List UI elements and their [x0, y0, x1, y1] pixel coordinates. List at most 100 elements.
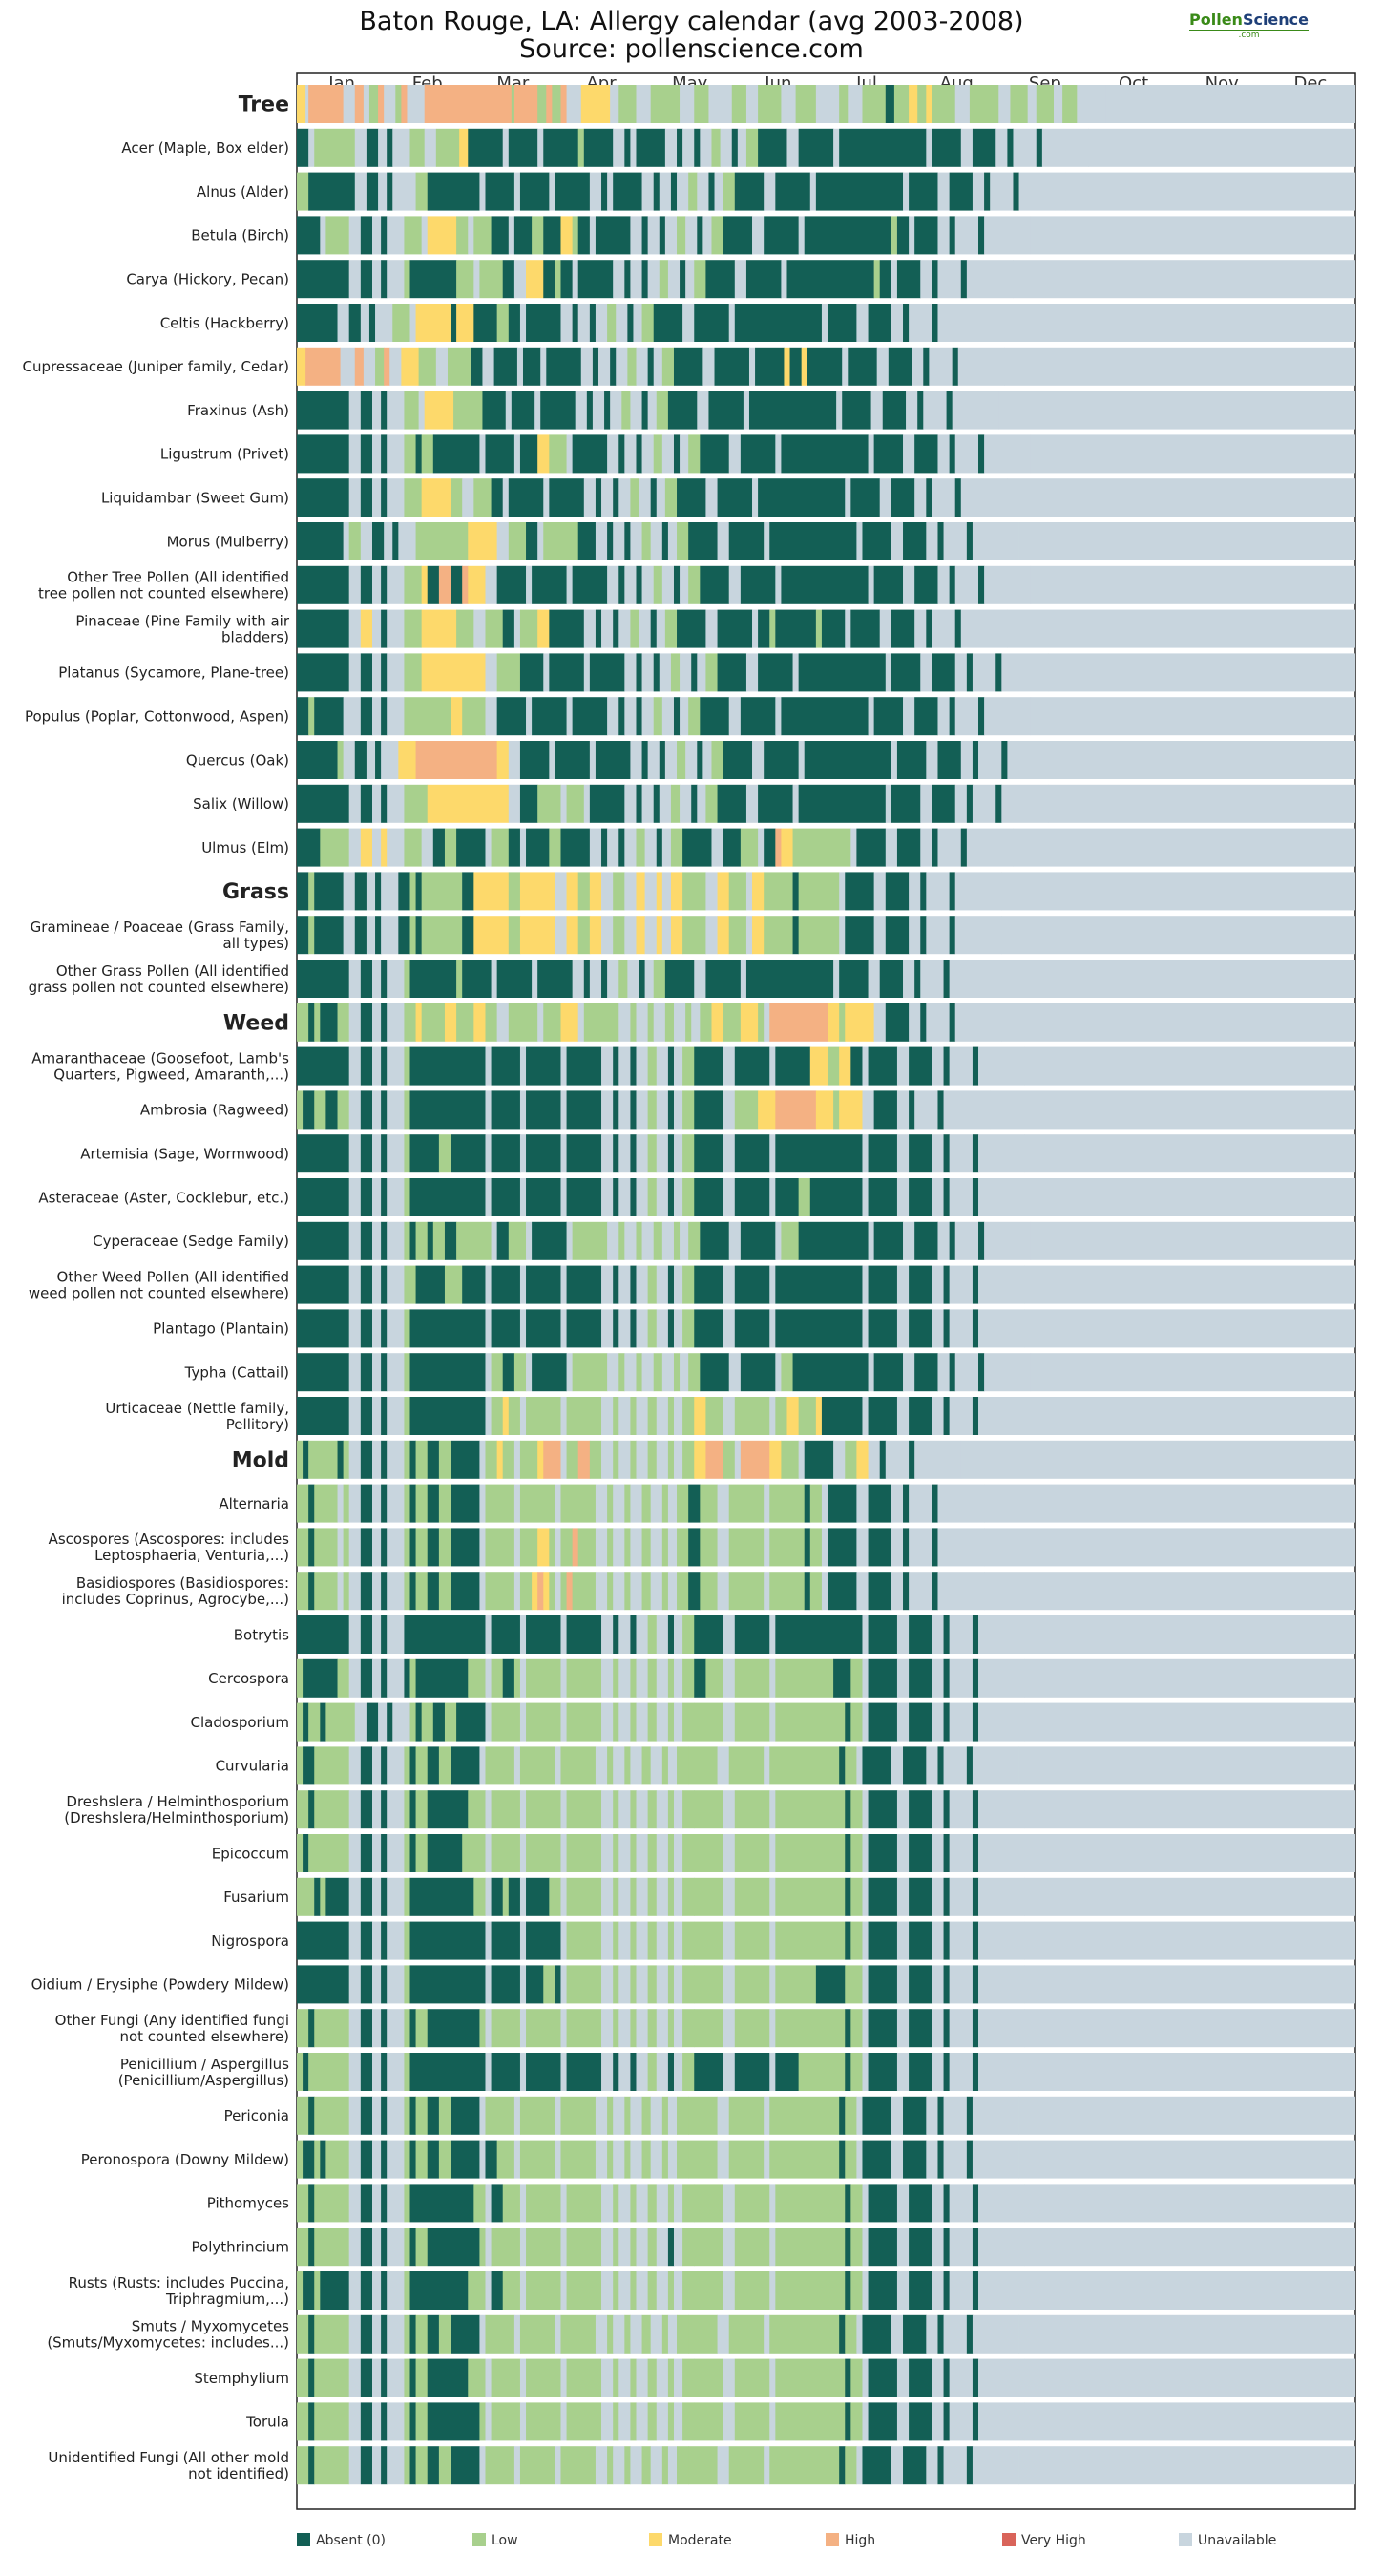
day-segment: [700, 1528, 718, 1567]
day-segment: [896, 1178, 910, 1216]
day-segment: [389, 347, 402, 386]
day-segment: [297, 1658, 304, 1698]
day-segment: [949, 1615, 974, 1654]
day-segment: [308, 2228, 315, 2267]
day-segment: [378, 128, 388, 167]
day-segment: [906, 391, 918, 430]
day-segment: [920, 653, 932, 692]
row-label: Ascospores (Ascospores: includes: [49, 1531, 290, 1548]
day-segment: [381, 1528, 388, 1567]
day-segment: [560, 1572, 567, 1611]
day-segment: [775, 1877, 846, 1916]
day-segment: [348, 304, 362, 342]
day-segment: [526, 1134, 561, 1173]
day-segment: [491, 2402, 521, 2441]
day-segment: [348, 2096, 362, 2135]
day-segment: [1004, 347, 1355, 386]
day-segment: [543, 653, 550, 692]
day-segment: [839, 2446, 846, 2485]
day-segment: [566, 1397, 602, 1435]
day-segment: [630, 1003, 637, 1042]
day-segment: [653, 565, 663, 604]
day-segment: [485, 2228, 492, 2267]
day-segment: [537, 522, 544, 560]
day-segment: [664, 478, 678, 517]
day-segment: [984, 434, 1032, 474]
day-segment: [650, 1746, 663, 1785]
day-segment: [769, 1965, 776, 2004]
day-segment: [577, 916, 591, 955]
day-segment: [297, 872, 309, 911]
day-segment: [409, 2402, 416, 2441]
day-segment: [613, 916, 625, 955]
row-label: (Dreshslera/Helminthosporium): [64, 1809, 289, 1826]
day-segment: [381, 2184, 388, 2223]
day-segment: [595, 2446, 608, 2485]
day-segment: [348, 478, 362, 517]
day-segment: [297, 1702, 304, 1742]
day-segment: [508, 304, 521, 342]
day-segment: [673, 1790, 683, 1829]
day-segment: [456, 260, 474, 299]
day-segment: [734, 1702, 770, 1742]
day-segment: [868, 1309, 898, 1348]
day-segment: [468, 522, 498, 560]
allergen-row: Platanus (Sycamore, Plane-tree): [58, 653, 1355, 692]
day-segment: [560, 260, 574, 299]
day-segment: [444, 1003, 457, 1042]
day-segment: [618, 1353, 625, 1392]
day-segment: [650, 1528, 663, 1567]
day-segment: [618, 2053, 631, 2091]
day-segment: [438, 2096, 451, 2135]
day-segment: [1041, 128, 1089, 167]
day-segment: [348, 2228, 362, 2267]
day-segment: [613, 2228, 619, 2267]
day-segment: [723, 828, 742, 867]
day-segment: [932, 1834, 944, 1872]
day-segment: [589, 216, 597, 255]
day-segment: [555, 1528, 561, 1567]
day-segment: [673, 1921, 683, 1960]
day-segment: [647, 1965, 658, 2004]
day-segment: [473, 2184, 486, 2223]
day-segment: [673, 1309, 683, 1348]
day-segment: [372, 1746, 382, 1785]
day-segment: [745, 916, 753, 955]
day-segment: [616, 304, 628, 342]
day-segment: [387, 2009, 405, 2048]
day-segment: [387, 1440, 405, 1479]
day-segment: [694, 260, 706, 299]
day-segment: [848, 347, 878, 386]
day-segment: [680, 784, 692, 823]
day-segment: [372, 697, 382, 736]
day-segment: [688, 697, 701, 736]
day-segment: [372, 2053, 382, 2091]
day-segment: [903, 2140, 927, 2179]
row-label: Basidiospores (Basidiospores:: [76, 1574, 289, 1592]
day-segment: [667, 1528, 678, 1567]
day-segment: [868, 1484, 892, 1523]
day-segment: [537, 128, 544, 167]
day-segment: [415, 1484, 429, 1523]
day-segment: [595, 1528, 608, 1567]
day-segment: [929, 347, 953, 386]
day-segment: [485, 1484, 515, 1523]
day-segment: [372, 1877, 382, 1916]
day-segment: [577, 1440, 591, 1479]
day-segment: [943, 1702, 951, 1742]
day-segment: [943, 2358, 951, 2397]
day-segment: [366, 128, 379, 167]
day-segment: [409, 2009, 416, 2048]
day-segment: [348, 960, 362, 998]
day-segment: [984, 1221, 1032, 1260]
day-segment: [1024, 1658, 1355, 1698]
day-segment: [381, 828, 388, 867]
day-segment: [705, 260, 736, 299]
day-segment: [758, 653, 793, 692]
day-segment: [949, 1658, 974, 1698]
day-segment: [409, 2314, 416, 2354]
day-segment: [641, 1353, 655, 1392]
day-segment: [314, 1790, 350, 1829]
day-segment: [734, 2402, 770, 2441]
day-segment: [641, 653, 655, 692]
